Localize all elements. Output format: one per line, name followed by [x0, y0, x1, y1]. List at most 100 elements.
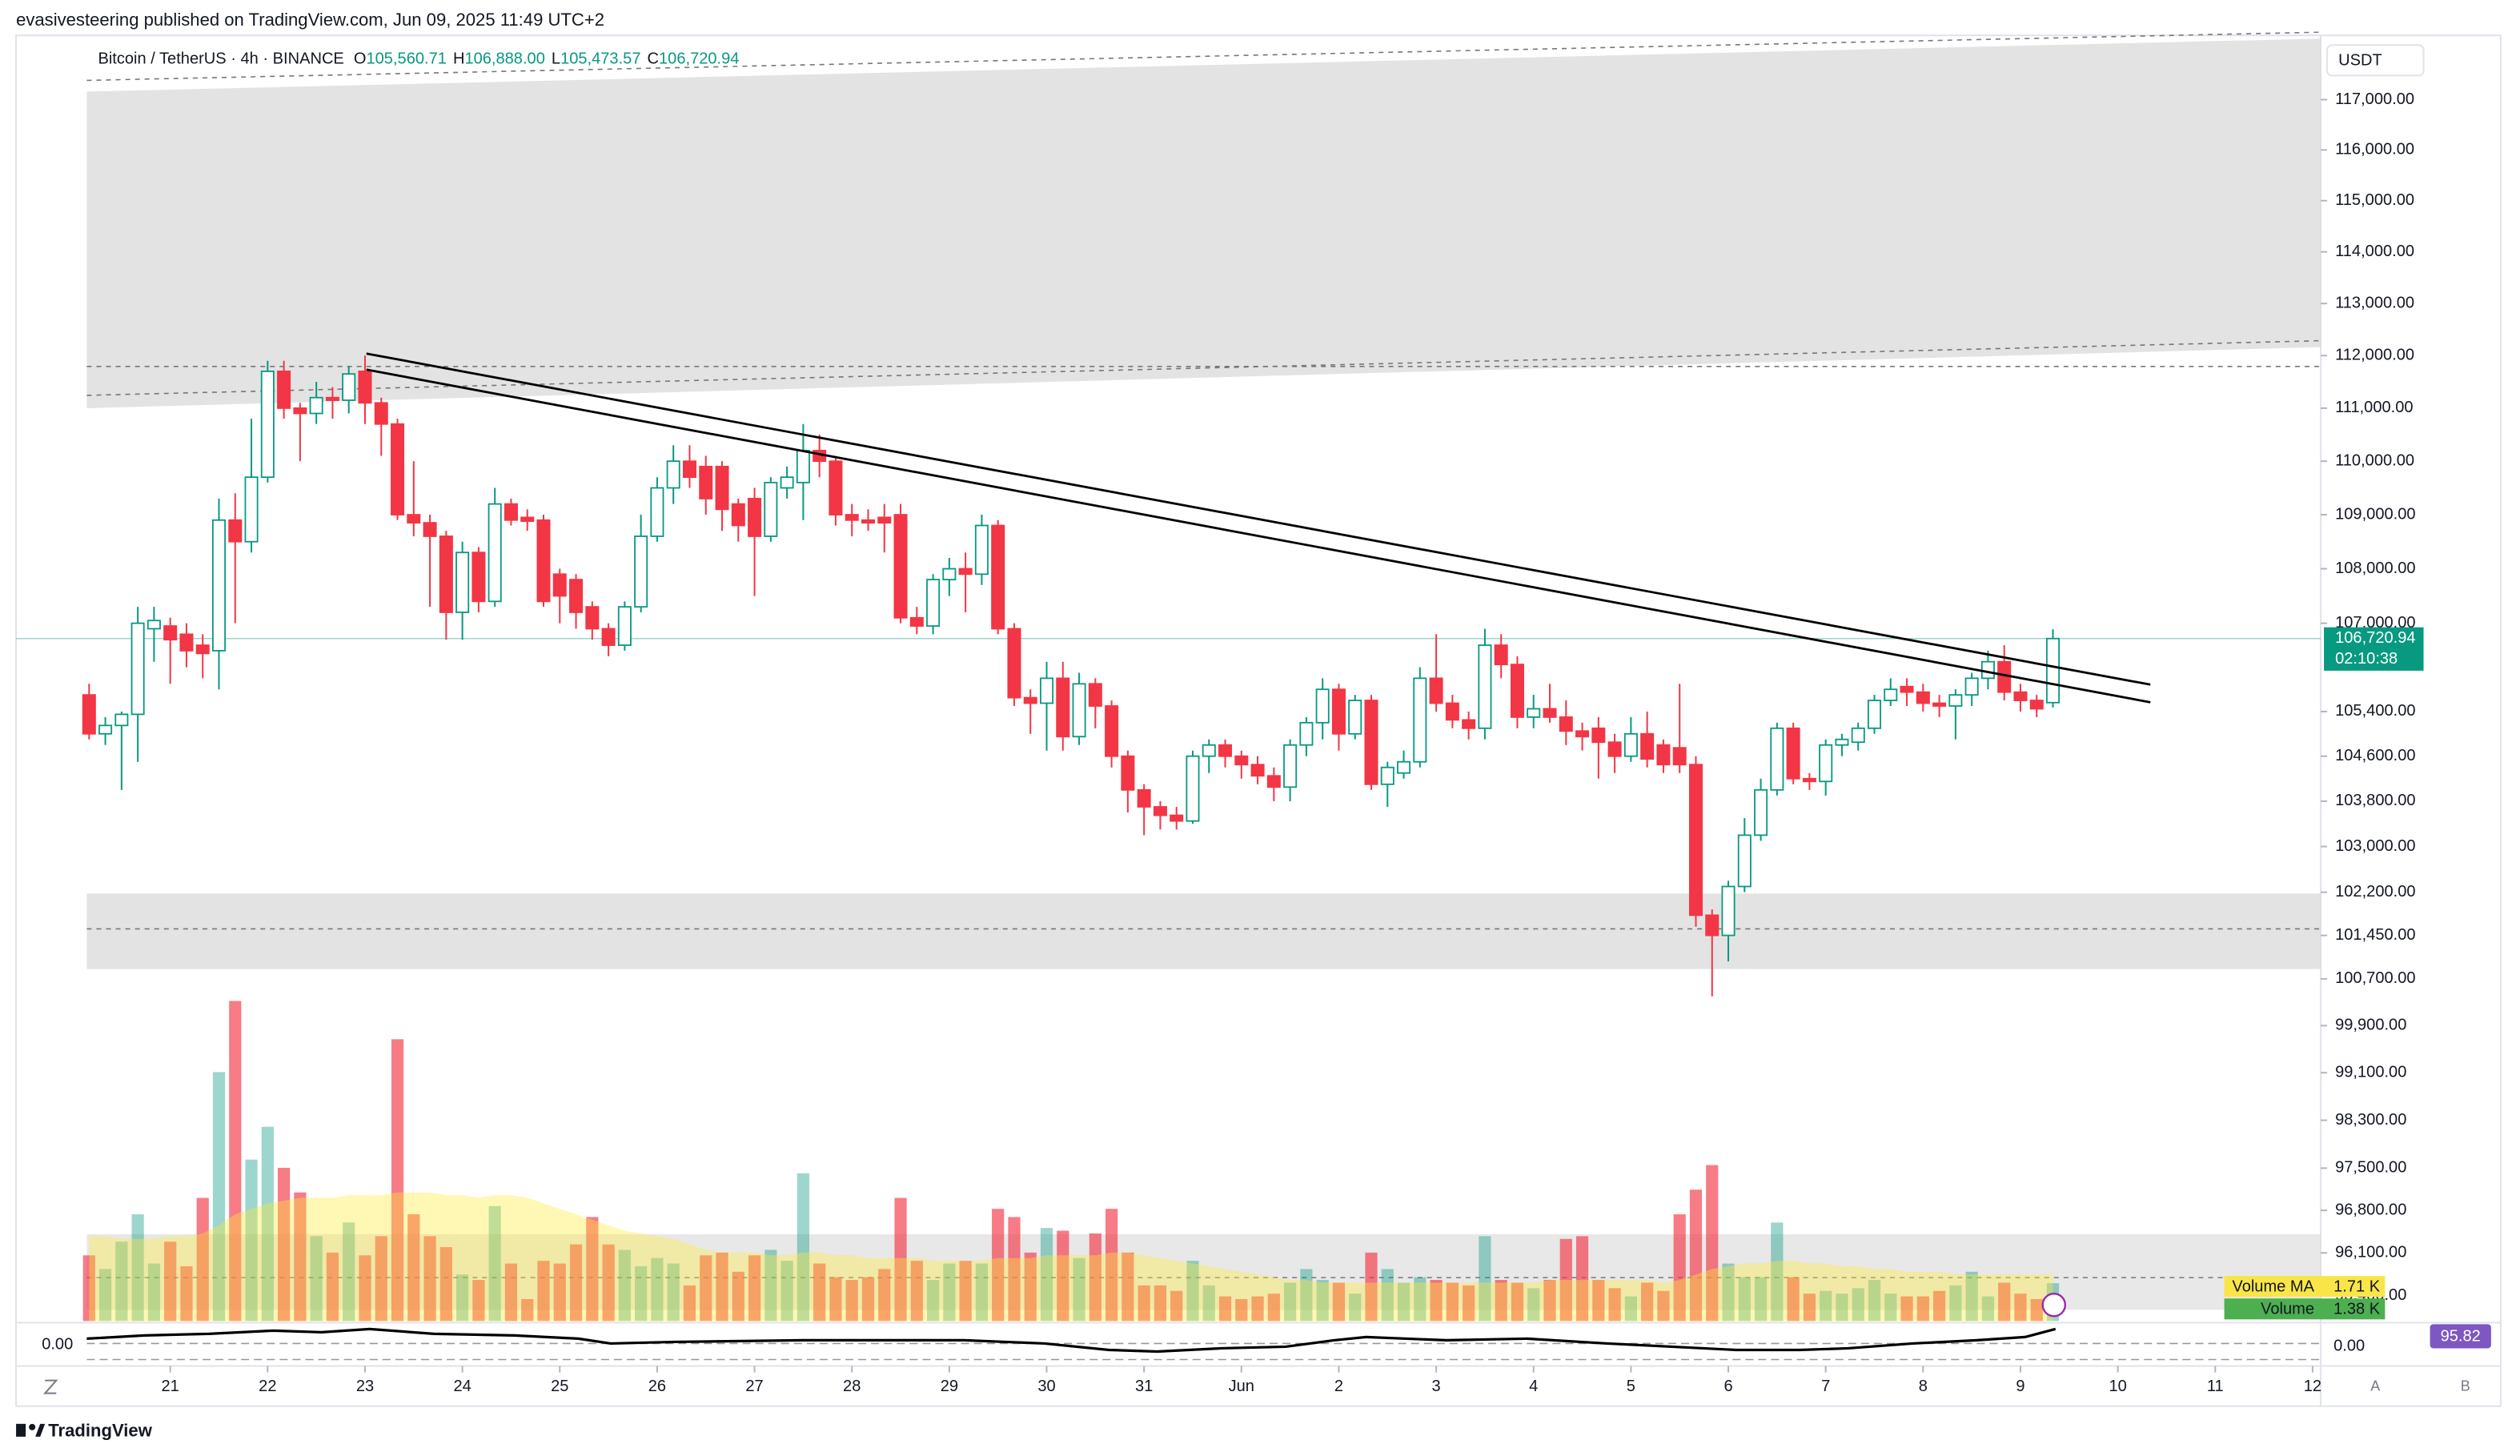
volume-zone [86, 1233, 2321, 1310]
candle-body [1527, 708, 1541, 718]
volume-bar [1965, 1271, 1978, 1322]
volume-bar [1316, 1280, 1329, 1322]
candle-body [796, 449, 810, 483]
candle-body [1266, 775, 1281, 788]
volume-bar [1900, 1296, 1913, 1322]
volume-bar [1446, 1282, 1459, 1322]
candle-body [277, 370, 291, 409]
volume-bar [1365, 1252, 1378, 1322]
candle-body [1494, 644, 1508, 666]
volume-bar [1495, 1280, 1507, 1322]
footer-brand: TradingView [48, 1421, 152, 1441]
candle-body [974, 524, 989, 576]
candle-body [342, 373, 356, 401]
indicator-line [86, 1327, 2057, 1354]
volume-bar [229, 1001, 242, 1322]
candle-body [1591, 727, 1606, 744]
y-tick-label: 101,450.00 [2335, 926, 2415, 944]
x-tick-label: 26 [648, 1378, 666, 1395]
volume-bar [1916, 1296, 1929, 1322]
legend: Bitcoin / TetherUS · 4h · BINANCE O105,56… [98, 50, 739, 68]
legend-key: C [648, 50, 660, 68]
candle-body [1672, 747, 1687, 766]
candle-body [1559, 716, 1573, 732]
volume-bar [196, 1197, 209, 1322]
x-tick-label: 25 [551, 1378, 568, 1395]
axis-button[interactable]: A [2370, 1378, 2380, 1394]
candle-body [391, 423, 405, 515]
volume-bar [115, 1241, 128, 1322]
legend-key: O [354, 50, 367, 68]
volume-bar [1057, 1230, 1069, 1322]
candle-body [942, 568, 957, 581]
volume-bar [521, 1298, 534, 1322]
candle-body [179, 633, 194, 652]
volume-bar [1771, 1222, 1784, 1322]
volume-bar [82, 1255, 95, 1322]
volume-bar [1008, 1217, 1021, 1322]
volume-bar [1202, 1285, 1215, 1322]
volume-bar [797, 1173, 809, 1322]
candle-body [1105, 705, 1119, 757]
candle-body [1250, 764, 1265, 777]
candle-body [1202, 744, 1216, 757]
candle-body [130, 622, 145, 716]
volume-bar [586, 1217, 599, 1322]
volume-bar [602, 1244, 615, 1322]
x-tick-label: 3 [1432, 1378, 1441, 1395]
volume-bar [1154, 1285, 1167, 1322]
candle-body [1315, 688, 1330, 724]
logo-part [29, 1423, 36, 1430]
candle-body [569, 579, 584, 613]
volume-bar [1787, 1277, 1800, 1322]
candle-body [666, 460, 680, 489]
resistance-zone [86, 38, 2321, 408]
x-tick-label: 2 [1334, 1378, 1343, 1395]
trend-line [366, 368, 2151, 704]
volume-bar [326, 1252, 339, 1322]
volume-bar [861, 1277, 875, 1322]
volume-bar [1349, 1294, 1362, 1322]
y-tick-label: 102,200.00 [2335, 883, 2415, 900]
volume-bar [1673, 1214, 1686, 1322]
volume-bar [343, 1222, 355, 1322]
volume-bar [943, 1263, 956, 1322]
legend-value: 105,560.71 [366, 50, 446, 68]
indicator-left-label: 0.00 [42, 1336, 73, 1354]
candle-body [1656, 744, 1671, 766]
candle-body [1039, 677, 1054, 704]
candle-body [731, 503, 745, 527]
candle-body [715, 465, 729, 511]
volume-bar [456, 1274, 469, 1322]
candle-body [1056, 677, 1070, 738]
x-tick-label: 22 [259, 1378, 276, 1395]
volume-bar [1803, 1294, 1816, 1322]
axis-button[interactable]: B [2461, 1378, 2470, 1394]
volume-bar [845, 1280, 858, 1322]
candle-body [617, 606, 632, 646]
candle-body [1413, 677, 1427, 763]
candle-body [536, 519, 551, 603]
volume-bar [667, 1263, 680, 1322]
candle-body [2046, 637, 2061, 704]
volume-bar [926, 1280, 940, 1322]
candle-body [845, 514, 859, 521]
volume-ma-area [89, 1192, 2053, 1322]
candle-body [325, 396, 339, 401]
candle-body [552, 573, 567, 597]
volume-bar [683, 1285, 696, 1322]
legend-value: 105,473.57 [560, 50, 640, 68]
footer-logo [16, 1423, 46, 1437]
candle-body [423, 522, 437, 537]
volume-bar [1267, 1294, 1280, 1322]
candle-body [1348, 700, 1362, 735]
candle-body [1948, 694, 1963, 707]
volume-bar [472, 1280, 485, 1322]
volume-bar [894, 1197, 907, 1322]
x-tick-label: 28 [843, 1378, 861, 1395]
volume-bar [569, 1244, 583, 1322]
volume-bar [1738, 1277, 1751, 1322]
axis-icon[interactable] [43, 1379, 58, 1394]
data-marks [16, 355, 2321, 1322]
